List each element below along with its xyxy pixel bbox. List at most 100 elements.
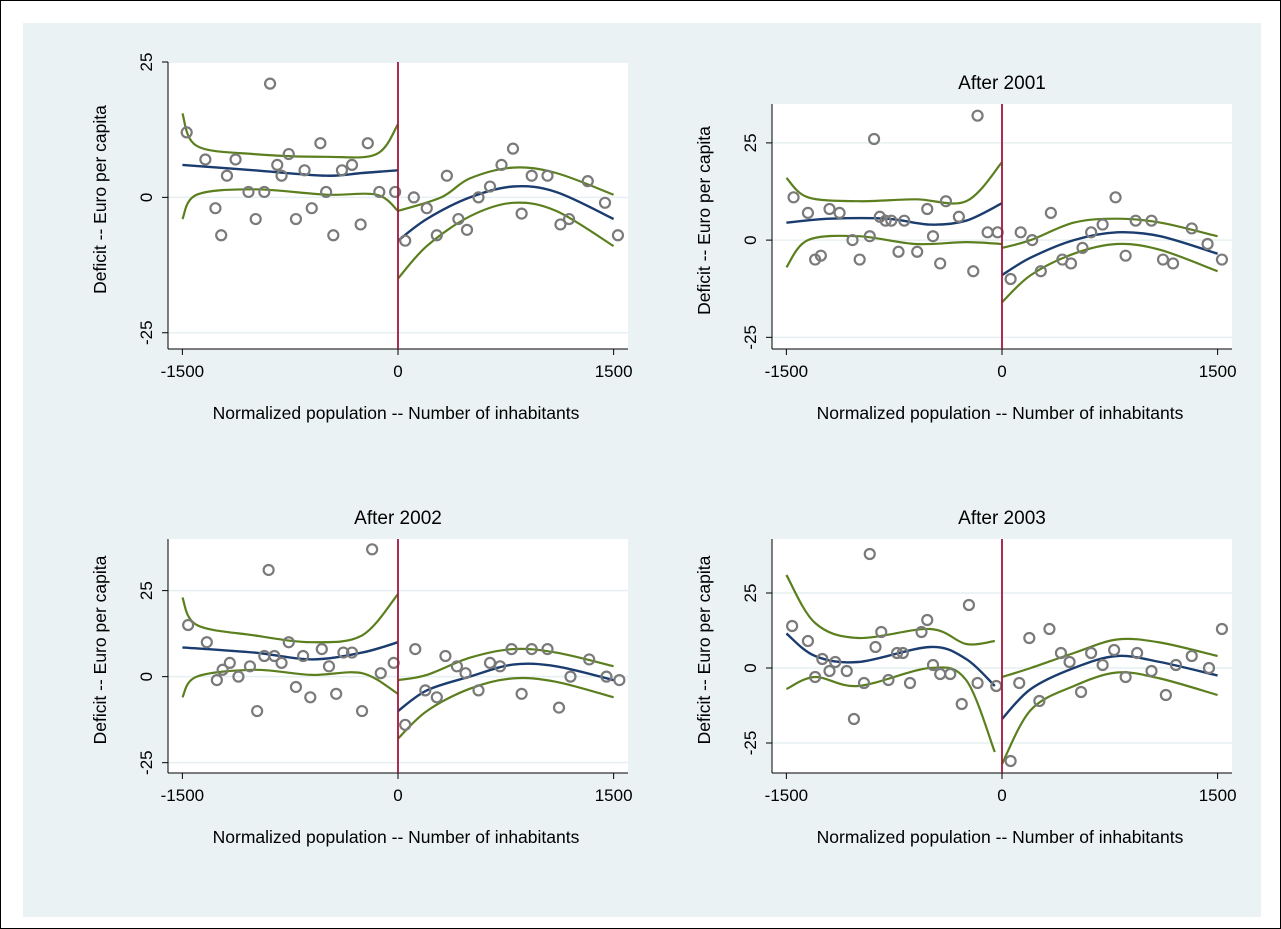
data-point — [879, 214, 892, 227]
data-point — [1145, 214, 1158, 227]
x-axis-title: Normalized population -- Number of inhab… — [817, 403, 1184, 423]
data-point — [263, 77, 277, 90]
data-point — [863, 230, 876, 243]
data-point — [409, 643, 422, 656]
data-point — [1026, 234, 1039, 247]
data-point — [335, 164, 349, 177]
data-point — [1119, 249, 1132, 262]
data-point — [275, 169, 288, 182]
data-point — [399, 718, 412, 731]
data-point — [483, 180, 497, 193]
data-point — [210, 673, 223, 687]
data-point — [962, 598, 976, 612]
data-point — [967, 265, 980, 278]
data-point — [505, 643, 518, 656]
x-tick-label: -1500 — [161, 786, 204, 805]
x-tick-label: 0 — [393, 786, 402, 805]
data-point — [554, 218, 567, 231]
data-point — [289, 680, 303, 694]
fit-line-left — [182, 641, 399, 661]
data-point — [472, 191, 485, 204]
fit-line-left — [785, 632, 996, 687]
data-point — [180, 126, 193, 139]
data-point — [1202, 661, 1216, 675]
ci-upper-line-right — [1001, 637, 1218, 679]
data-point — [786, 619, 799, 633]
data-point — [1096, 658, 1109, 672]
ci-upper-line-left — [181, 112, 399, 159]
data-point — [282, 147, 295, 161]
data-point — [506, 142, 520, 155]
x-tick-label: 0 — [997, 362, 1006, 381]
data-point — [495, 158, 508, 171]
data-point — [926, 658, 940, 672]
data-point — [1159, 688, 1172, 702]
data-point — [613, 673, 626, 687]
data-point — [1215, 622, 1229, 636]
ci-lower-line-left — [181, 668, 399, 698]
data-point — [1054, 646, 1068, 660]
data-point — [1074, 685, 1088, 699]
data-point — [944, 667, 957, 681]
data-point — [251, 704, 264, 718]
data-point — [1169, 658, 1183, 672]
data-point — [562, 212, 576, 226]
data-point — [361, 137, 374, 150]
data-point — [460, 223, 474, 236]
data-point — [459, 667, 472, 680]
x-tick-label: 1500 — [1199, 362, 1237, 381]
data-point — [305, 202, 318, 215]
data-point — [1131, 646, 1144, 660]
data-point — [541, 169, 554, 182]
fit-line-left — [182, 163, 399, 177]
data-point — [1085, 226, 1098, 239]
data-point — [199, 153, 212, 166]
data-point — [1145, 664, 1158, 678]
data-point — [581, 175, 594, 188]
data-point — [407, 191, 420, 204]
data-point — [373, 185, 386, 199]
y-tick-label: 0 — [137, 672, 156, 681]
data-point — [814, 249, 827, 262]
data-point — [971, 109, 984, 122]
data-point — [971, 676, 984, 690]
data-point — [420, 202, 433, 215]
data-point — [483, 656, 497, 669]
ci-upper-line-left — [785, 161, 1003, 205]
data-point — [896, 646, 909, 660]
data-point — [926, 230, 940, 243]
data-point — [816, 652, 829, 666]
data-point — [314, 137, 327, 150]
data-point — [1043, 622, 1056, 636]
data-point — [921, 613, 934, 627]
data-point — [515, 207, 528, 220]
data-point — [952, 210, 965, 223]
data-point — [374, 667, 387, 680]
data-point — [242, 185, 255, 199]
data-point — [598, 196, 612, 209]
data-point — [1034, 265, 1047, 278]
data-point — [1064, 257, 1078, 270]
data-point — [1085, 646, 1098, 660]
data-point — [209, 202, 222, 215]
data-point — [1156, 253, 1170, 266]
x-tick-label: -1500 — [765, 362, 808, 381]
ci-lower-line-right — [1001, 242, 1218, 304]
data-point — [863, 547, 876, 561]
data-point — [898, 214, 911, 227]
data-point — [552, 701, 566, 714]
data-point — [399, 234, 412, 247]
data-point — [903, 676, 917, 690]
fit-line-right — [397, 662, 614, 713]
data-point — [1044, 206, 1057, 219]
y-tick-label: -25 — [741, 731, 760, 756]
chart-title: After 2001 — [958, 73, 1046, 94]
y-axis-title: Deficit -- Euro per capita — [694, 555, 714, 744]
data-point — [1033, 694, 1046, 708]
data-point — [875, 625, 888, 639]
data-point — [1108, 643, 1121, 657]
x-tick-label: -1500 — [161, 362, 204, 381]
data-point — [525, 169, 538, 182]
data-point — [430, 691, 443, 704]
